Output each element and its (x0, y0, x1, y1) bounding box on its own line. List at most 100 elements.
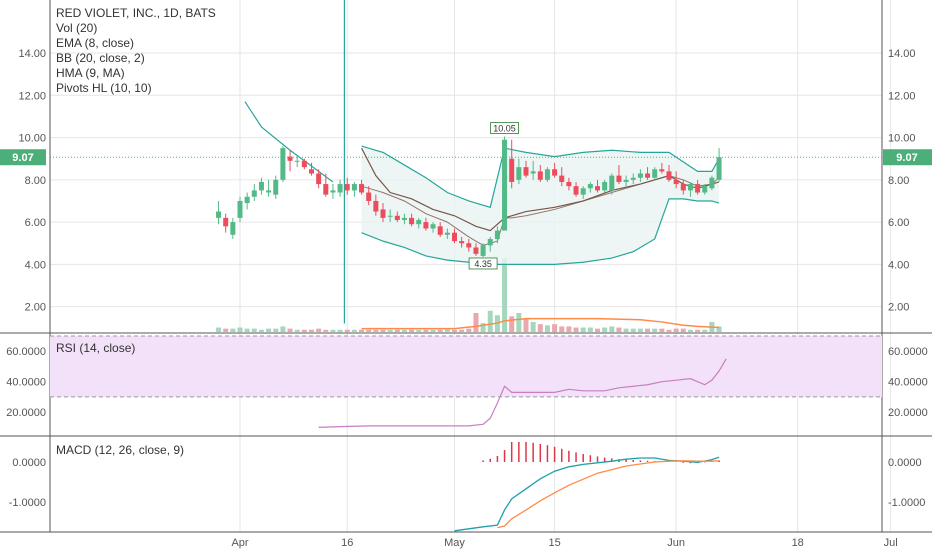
main-legend: RED VIOLET, INC., 1D, BATS Vol (20) EMA … (56, 6, 216, 96)
candle-body (502, 139, 508, 231)
volume-bar (666, 329, 672, 332)
volume-bar (616, 327, 622, 332)
volume-bar (366, 329, 372, 332)
bb-upper-early-line (244, 101, 334, 183)
legend-symbol[interactable]: RED VIOLET, INC., 1D, BATS (56, 6, 216, 20)
candle-body (459, 241, 465, 244)
volume-bar (702, 329, 708, 332)
candle-body (702, 186, 708, 193)
bb-lower-line (361, 198, 720, 265)
rsi-line (318, 358, 727, 428)
volume-bar (273, 328, 279, 332)
rsi-y-label-left: 20.0000 (6, 407, 46, 419)
legend-vol[interactable]: Vol (20) (56, 21, 98, 35)
volume-bar (337, 329, 343, 332)
candle-body (552, 169, 558, 176)
candle-body (430, 224, 436, 229)
price-y-label-left: 12.00 (18, 90, 46, 102)
candle-body (359, 184, 365, 193)
legend-ema[interactable]: EMA (8, close) (56, 36, 135, 50)
candle-body (623, 179, 629, 182)
candle-body (437, 226, 443, 235)
last-price-label-left: 9.07 (12, 152, 33, 164)
volume-bar (387, 329, 393, 332)
volume-bar (330, 329, 336, 332)
price-y-label-right: 6.00 (888, 217, 909, 229)
candle-body (280, 148, 286, 180)
candle-body (680, 184, 686, 191)
x-tick-label: Jun (667, 537, 685, 549)
candle-body (580, 188, 586, 195)
volume-bar (566, 326, 572, 332)
volume-bar (502, 258, 508, 332)
candle-body (423, 222, 429, 229)
price-y-label-right: 2.00 (888, 302, 909, 314)
candle-body (523, 167, 529, 176)
candle-body (244, 196, 250, 204)
candle-body (287, 156, 293, 161)
macd-legend[interactable]: MACD (12, 26, close, 9) (56, 443, 185, 457)
volume-bar (609, 326, 615, 332)
rsi-legend[interactable]: RSI (14, close) (56, 341, 136, 355)
candle-body (687, 184, 693, 191)
macd-y-label-left: -1.0000 (9, 497, 46, 509)
candle-body (509, 158, 515, 182)
legend-hma[interactable]: HMA (9, MA) (56, 66, 125, 80)
volume-bar (587, 327, 593, 332)
candle-body (516, 167, 522, 180)
candle-body (673, 179, 679, 185)
macd-y-label-right: 0.0000 (888, 457, 922, 469)
macd-y-label-left: 0.0000 (12, 457, 46, 469)
candle-body (266, 190, 272, 193)
legend-pivots[interactable]: Pivots HL (10, 10) (56, 81, 152, 95)
candle-body (294, 160, 300, 162)
pivot-low-label: 4.35 (474, 259, 492, 269)
price-y-label-left: 6.00 (25, 217, 46, 229)
volume-bar (516, 313, 522, 332)
volume-bar (452, 329, 457, 332)
candle-body (544, 169, 550, 180)
volume-bar (687, 329, 693, 332)
candle-body (716, 157, 722, 180)
volume-bar (544, 325, 550, 332)
volume-bar (559, 326, 565, 332)
x-tick-label: 16 (341, 537, 353, 549)
candle-body (316, 173, 322, 185)
volume-bar (258, 329, 264, 332)
price-y-label-left: 8.00 (25, 175, 46, 187)
volume-bar (473, 313, 479, 332)
price-y-label-right: 8.00 (888, 175, 909, 187)
legend-bb[interactable]: BB (20, close, 2) (56, 51, 145, 65)
candle-body (602, 181, 608, 191)
candle-body (695, 184, 701, 193)
candle-body (645, 173, 651, 178)
rsi-y-label-left: 60.0000 (6, 346, 46, 358)
candle-body (223, 217, 229, 227)
candle-body (709, 177, 715, 189)
candle-body (573, 186, 579, 195)
volume-bar (580, 327, 586, 332)
last-price-badge-left (0, 149, 46, 166)
volume-bar (409, 329, 415, 332)
volume-bar (223, 328, 229, 332)
volume-bar (301, 329, 307, 332)
x-tick-label: 15 (548, 537, 560, 549)
volume-bar (323, 329, 329, 332)
volume-bar (509, 316, 515, 332)
volume-bar (637, 328, 643, 332)
volume-bar (230, 328, 236, 332)
candle-body (230, 222, 236, 235)
volume-bar (316, 328, 322, 332)
x-tick-label: 18 (792, 537, 804, 549)
volume-bar (659, 328, 665, 332)
candle-body (587, 184, 593, 189)
candle-body (373, 200, 379, 212)
candle-body (258, 181, 264, 191)
rsi-y-label-right: 40.0000 (888, 377, 928, 389)
pivot-high-box (490, 122, 519, 134)
price-y-label-left: 2.00 (25, 302, 46, 314)
volume-ma-line (361, 317, 720, 330)
candle-body (494, 230, 500, 240)
